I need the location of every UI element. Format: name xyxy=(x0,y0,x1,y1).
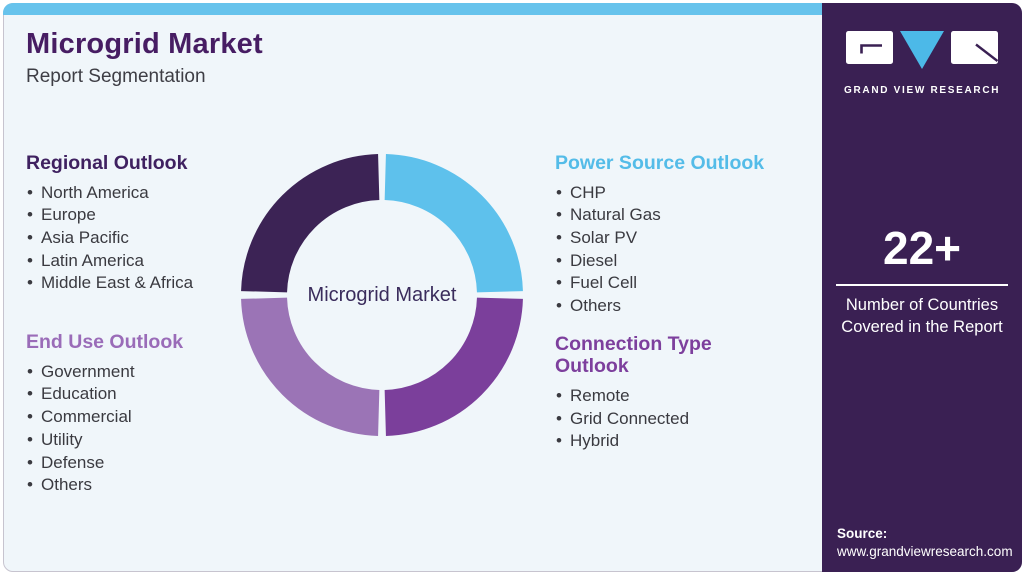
countries-stat: 22+ Number of Countries Covered in the R… xyxy=(822,225,1022,339)
stat-value: 22+ xyxy=(882,222,962,274)
donut-segment-3 xyxy=(241,296,381,436)
gvr-logo-mark xyxy=(846,31,999,69)
page-title: Microgrid Market xyxy=(26,28,263,60)
list-item: Diesel xyxy=(555,250,793,273)
brand-wordmark: GRAND VIEW RESEARCH xyxy=(844,85,1001,96)
donut-segment-4 xyxy=(241,154,381,294)
list-item: Defense xyxy=(26,452,241,475)
list-item: Grid Connected xyxy=(555,408,793,431)
section-title: End Use Outlook xyxy=(26,331,184,354)
list-item: Remote xyxy=(555,385,793,408)
infographic-card: Microgrid Market Report Segmentation Reg… xyxy=(3,3,1022,572)
section-title: Power Source Outlook xyxy=(555,152,765,174)
donut-chart xyxy=(241,154,523,436)
section-power-source-outlook: Power Source Outlook CHPNatural GasSolar… xyxy=(555,152,793,318)
donut-segment-1 xyxy=(383,154,523,294)
section-connection-type-outlook: Connection Type Outlook RemoteGrid Conne… xyxy=(555,333,793,453)
list-item: Others xyxy=(26,474,241,497)
list-item: Hybrid xyxy=(555,430,793,453)
source-block: Source: www.grandviewresearch.com xyxy=(837,526,1013,559)
letter-r-tile xyxy=(951,31,998,64)
list-item: Natural Gas xyxy=(555,204,793,227)
page-subtitle: Report Segmentation xyxy=(26,66,206,87)
list-item: Asia Pacific xyxy=(26,227,241,250)
list-item: Others xyxy=(555,295,793,318)
list-item: Government xyxy=(26,361,241,384)
list-item: CHP xyxy=(555,182,793,205)
list-item: Latin America xyxy=(26,250,241,273)
main-content: Microgrid Market Report Segmentation Reg… xyxy=(4,4,822,571)
top-accent-bar xyxy=(3,3,824,15)
section-list: RemoteGrid ConnectedHybrid xyxy=(555,385,793,453)
list-item: North America xyxy=(26,182,241,205)
section-end-use-outlook: End Use Outlook GovernmentEducationComme… xyxy=(26,331,241,497)
segments-column-left: Regional Outlook North AmericaEuropeAsia… xyxy=(26,152,241,497)
letter-v-triangle xyxy=(900,31,944,69)
segments-column-right: Power Source Outlook CHPNatural GasSolar… xyxy=(555,152,793,453)
section-title: Connection Type Outlook xyxy=(555,332,712,378)
list-item: Education xyxy=(26,383,241,406)
gvr-logo: GRAND VIEW RESEARCH xyxy=(844,30,1000,96)
donut-chart-area: Microgrid Market xyxy=(236,149,528,441)
page-header: Microgrid Market Report Segmentation xyxy=(26,28,263,88)
brand-sidebar: GRAND VIEW RESEARCH 22+ Number of Countr… xyxy=(822,3,1022,572)
stat-caption: Number of Countries Covered in the Repor… xyxy=(841,296,1003,336)
list-item: Fuel Cell xyxy=(555,272,793,295)
list-item: Middle East & Africa xyxy=(26,272,241,295)
list-item: Solar PV xyxy=(555,227,793,250)
stat-divider xyxy=(836,284,1008,286)
source-label: Source: xyxy=(837,526,888,541)
list-item: Europe xyxy=(26,204,241,227)
section-list: CHPNatural GasSolar PVDieselFuel CellOth… xyxy=(555,182,793,318)
section-list: GovernmentEducationCommercialUtilityDefe… xyxy=(26,361,241,497)
letter-g-tile xyxy=(846,31,893,64)
section-list: North AmericaEuropeAsia PacificLatin Ame… xyxy=(26,182,241,296)
source-url-link[interactable]: www.grandviewresearch.com xyxy=(837,544,1013,559)
donut-segment-2 xyxy=(383,296,523,436)
list-item: Utility xyxy=(26,429,241,452)
section-title: Regional Outlook xyxy=(26,152,188,174)
letter-g-glyph xyxy=(860,44,882,54)
list-item: Commercial xyxy=(26,406,241,429)
section-regional-outlook: Regional Outlook North AmericaEuropeAsia… xyxy=(26,152,241,295)
letter-r-glyph xyxy=(975,43,999,62)
